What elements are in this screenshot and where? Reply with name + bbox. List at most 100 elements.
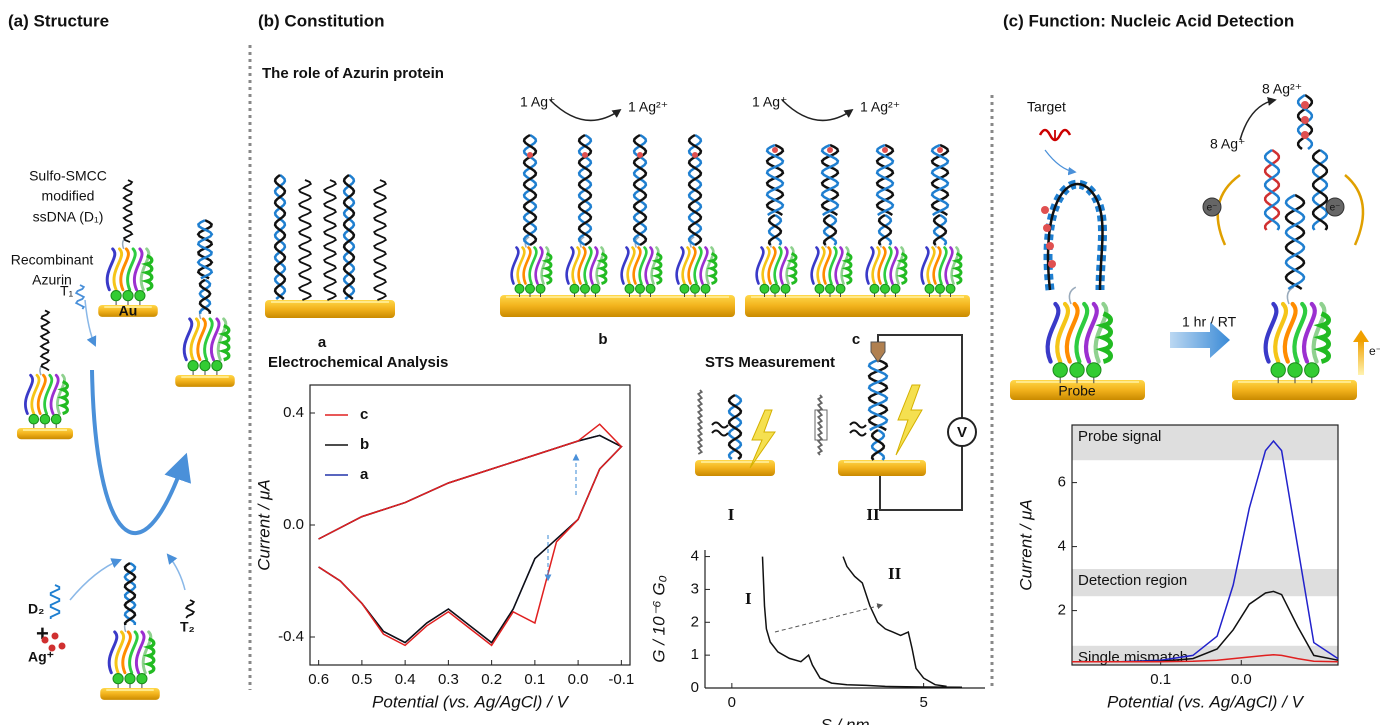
- ssdna: [299, 180, 311, 300]
- y-tick-label: -0.4: [278, 628, 304, 645]
- thiol: [113, 674, 123, 684]
- label: Probe: [1058, 383, 1096, 399]
- thiol: [137, 674, 147, 684]
- probe-hairpin: [1048, 184, 1102, 290]
- electron-arrow: [1345, 175, 1363, 245]
- ssdna: [818, 395, 821, 455]
- thiol: [515, 284, 524, 293]
- ssdna: [186, 600, 194, 618]
- data-line: [763, 557, 963, 688]
- reaction-arrow: [85, 300, 95, 345]
- thiol: [1288, 363, 1302, 377]
- label: D₂: [28, 601, 44, 617]
- silver-ion: [637, 152, 643, 158]
- thiol: [1087, 363, 1101, 377]
- dna-strand: [524, 135, 536, 245]
- thiol: [111, 291, 121, 301]
- thiol: [135, 291, 145, 301]
- y-axis-label: Current / μA: [1016, 499, 1035, 591]
- tip: [871, 342, 885, 362]
- thiol: [646, 284, 655, 293]
- subtitle: STS Measurement: [705, 354, 835, 371]
- figure: (a) Structure (b) Constitution (c) Funct…: [0, 0, 1380, 725]
- electron-label: e⁻: [1330, 203, 1341, 214]
- label: a: [318, 334, 327, 351]
- label: T₁: [60, 283, 74, 299]
- x-axis-label: Potential (vs. Ag/AgCl) / V: [1107, 692, 1305, 711]
- silver-ion: [882, 147, 888, 153]
- ssdna: [124, 180, 132, 242]
- label: 1 Ag⁺: [752, 94, 787, 110]
- thiol: [188, 361, 198, 371]
- reaction-arrow: [168, 555, 185, 590]
- band-label: Single mismatch: [1078, 649, 1188, 666]
- label: V: [957, 424, 967, 441]
- x-tick-label: 0.3: [438, 671, 459, 688]
- label: 1 hr / RT: [1182, 314, 1237, 330]
- y-tick-label: 0: [691, 679, 699, 696]
- wire: [878, 335, 962, 510]
- x-tick-label: 0.6: [308, 671, 329, 688]
- protein-loop: [1069, 287, 1075, 304]
- thiol: [570, 284, 579, 293]
- x-tick-label: 0.1: [524, 671, 545, 688]
- silver-ion: [827, 147, 833, 153]
- band-label: Detection region: [1078, 572, 1187, 589]
- reaction-arrow: [1045, 150, 1075, 172]
- silver-ion: [1041, 206, 1049, 214]
- label: 8 Ag²⁺: [1262, 81, 1302, 97]
- dna-strand: [689, 135, 701, 245]
- thiol: [691, 284, 700, 293]
- reaction-arrow: [782, 100, 852, 120]
- panel-title: (b) Constitution: [258, 11, 385, 30]
- thiol: [200, 361, 210, 371]
- x-tick-label: 0.4: [395, 671, 416, 688]
- y-tick-label: 6: [1058, 474, 1066, 491]
- subtitle: Electrochemical Analysis: [268, 354, 448, 371]
- thiol: [1271, 363, 1285, 377]
- y-tick-label: 4: [1058, 538, 1066, 555]
- electron-arrow: [1218, 175, 1240, 245]
- silver-ion: [1301, 131, 1309, 139]
- y-tick-label: 2: [1058, 602, 1066, 619]
- thiol: [946, 284, 955, 293]
- label: b: [598, 331, 607, 348]
- silver-ion: [1048, 260, 1056, 268]
- x-axis-label: S / nm: [820, 715, 869, 725]
- curve-label: II: [888, 564, 902, 583]
- thiol: [1070, 363, 1084, 377]
- lightning: [750, 410, 775, 468]
- gold-substrate: [500, 295, 735, 317]
- thiol: [836, 284, 845, 293]
- label: Au: [119, 303, 138, 319]
- label: T₂: [180, 619, 195, 635]
- silver-ion: [42, 637, 49, 644]
- thiol: [1053, 363, 1067, 377]
- label: ssDNA (D₁): [33, 209, 104, 225]
- thiol: [123, 291, 133, 301]
- x-tick-label: -0.1: [608, 671, 634, 688]
- silver-ion: [1301, 116, 1309, 124]
- gold-substrate: [745, 295, 970, 317]
- reaction-arrow: [70, 560, 120, 600]
- dna-strand: [634, 135, 646, 245]
- electron-label: e⁻: [1207, 203, 1218, 214]
- thiol: [815, 284, 824, 293]
- silver-ion: [527, 152, 533, 158]
- electron-flow: [1353, 330, 1369, 342]
- thiol: [760, 284, 769, 293]
- label: Recombinant: [11, 252, 94, 268]
- label: 1 Ag⁺: [520, 94, 555, 110]
- x-tick-label: 5: [919, 694, 927, 711]
- x-tick-label: 0: [728, 694, 736, 711]
- electron-flow: [1358, 340, 1364, 375]
- ssdna: [374, 180, 386, 300]
- ssdna: [41, 310, 49, 370]
- silver-ion: [1301, 101, 1309, 109]
- thiol: [826, 284, 835, 293]
- x-tick-label: 0.0: [568, 671, 589, 688]
- electron-label: e⁻: [1369, 344, 1380, 358]
- y-tick-label: 0.0: [283, 516, 304, 533]
- lightning: [896, 385, 922, 455]
- label: 1 Ag²⁺: [628, 99, 668, 115]
